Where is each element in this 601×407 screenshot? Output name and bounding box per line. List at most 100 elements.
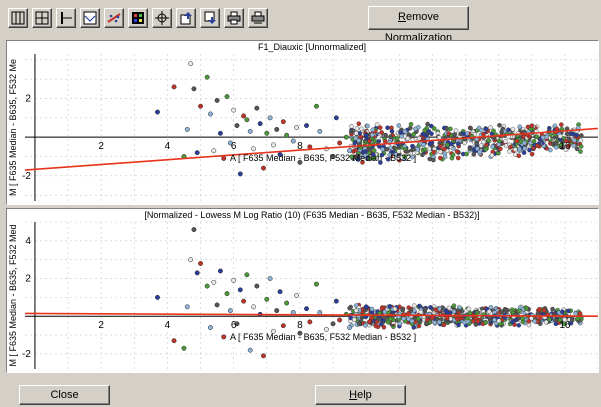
band-point bbox=[510, 126, 516, 132]
toolbar-btn-10[interactable] bbox=[224, 8, 244, 28]
data-point bbox=[270, 328, 276, 334]
band-point bbox=[432, 320, 438, 325]
band-point bbox=[529, 151, 535, 157]
band-point bbox=[401, 316, 406, 321]
toolbar-btn-4[interactable] bbox=[80, 8, 100, 28]
band-point bbox=[402, 129, 408, 134]
band-point bbox=[379, 130, 384, 135]
band-point bbox=[483, 320, 488, 325]
band-point bbox=[541, 308, 547, 313]
band-point bbox=[571, 143, 577, 148]
toolbar-btn-2[interactable] bbox=[32, 8, 52, 28]
remove-normalization-button[interactable]: Remove Normalization bbox=[368, 6, 469, 44]
band-point bbox=[411, 132, 416, 137]
band-point bbox=[540, 135, 546, 140]
band-point bbox=[491, 128, 496, 134]
band-point bbox=[510, 319, 515, 325]
band-point bbox=[354, 126, 360, 131]
band-point bbox=[437, 155, 443, 161]
band-point bbox=[425, 121, 430, 127]
band-point bbox=[516, 323, 522, 328]
toolbar-btn-7[interactable] bbox=[152, 8, 172, 28]
band-point bbox=[531, 138, 537, 144]
band-point bbox=[486, 137, 491, 143]
band-point bbox=[483, 147, 489, 152]
band-point bbox=[471, 152, 477, 157]
band-point bbox=[486, 309, 492, 314]
band-point bbox=[383, 132, 388, 138]
data-point bbox=[198, 103, 203, 109]
band-point bbox=[514, 138, 520, 144]
band-point bbox=[553, 145, 559, 150]
data-point bbox=[231, 107, 237, 113]
toolbar-btn-1[interactable] bbox=[8, 8, 28, 28]
band-point bbox=[353, 148, 358, 153]
toolbar-btn-11[interactable] bbox=[248, 8, 268, 28]
band-point bbox=[396, 123, 402, 128]
data-point bbox=[184, 126, 190, 132]
band-point bbox=[496, 138, 502, 144]
fit-line bbox=[24, 127, 598, 171]
print-icon bbox=[227, 11, 241, 25]
band-point bbox=[388, 316, 393, 322]
x-tick-label: 16 bbox=[559, 141, 571, 152]
band-point bbox=[443, 308, 449, 314]
band-point bbox=[553, 317, 558, 323]
normalized-chart-panel: 2 4 6 8 16 4 2 -2 [Normalized - Lowess M Log Rat… bbox=[6, 208, 599, 373]
band-point bbox=[402, 154, 408, 159]
data-point bbox=[317, 310, 323, 315]
band-point bbox=[488, 125, 493, 130]
toolbar-btn-3[interactable] bbox=[56, 8, 76, 28]
y-tick-label: 2 bbox=[25, 274, 31, 285]
data-point bbox=[227, 140, 233, 146]
band-point bbox=[553, 140, 559, 146]
band-point bbox=[408, 308, 414, 314]
print-settings-icon bbox=[251, 11, 265, 24]
band-point bbox=[573, 311, 578, 317]
band-point bbox=[557, 317, 563, 323]
band-point bbox=[389, 128, 395, 134]
band-point bbox=[404, 149, 410, 154]
data-point bbox=[314, 103, 319, 109]
band-point bbox=[374, 122, 380, 127]
toolbar-btn-9[interactable] bbox=[200, 8, 220, 28]
fit-line bbox=[24, 312, 598, 318]
chart-title: [Normalized - Lowess M Log Ratio (10) (F… bbox=[144, 210, 479, 220]
data-point bbox=[251, 146, 256, 152]
band-point bbox=[566, 136, 572, 142]
band-point bbox=[559, 142, 564, 147]
band-point bbox=[465, 315, 470, 321]
toolbar-btn-8[interactable] bbox=[176, 8, 196, 28]
band-point bbox=[562, 321, 567, 327]
band-point bbox=[577, 311, 583, 316]
help-button-label: elp bbox=[357, 389, 372, 401]
toolbar-btn-5[interactable] bbox=[104, 8, 124, 28]
band-point bbox=[446, 131, 452, 136]
close-button[interactable]: Close bbox=[19, 385, 110, 405]
band-point bbox=[352, 317, 357, 322]
band-point bbox=[376, 316, 382, 322]
band-point bbox=[384, 146, 390, 152]
band-point bbox=[497, 122, 502, 128]
band-point bbox=[564, 131, 570, 137]
data-point bbox=[217, 268, 223, 274]
data-point bbox=[244, 272, 250, 278]
band-point bbox=[483, 126, 489, 132]
data-point bbox=[224, 94, 230, 100]
data-point bbox=[277, 289, 283, 295]
help-button[interactable]: Help bbox=[315, 385, 406, 405]
x-axis-label: A [ F635 Median - B635, F532 Median - B5… bbox=[230, 332, 416, 342]
band-point bbox=[433, 307, 439, 313]
toolbar-btn-6[interactable] bbox=[128, 8, 148, 28]
band-point bbox=[512, 147, 518, 152]
band-point bbox=[455, 155, 461, 161]
band-point bbox=[560, 309, 565, 315]
data-point bbox=[251, 304, 256, 310]
band-point bbox=[422, 307, 428, 312]
data-point bbox=[254, 283, 260, 289]
band-point bbox=[456, 322, 461, 328]
x-tick-label: 16 bbox=[559, 320, 571, 331]
band-point bbox=[446, 305, 452, 311]
data-point bbox=[155, 294, 160, 300]
data-point bbox=[188, 257, 194, 263]
